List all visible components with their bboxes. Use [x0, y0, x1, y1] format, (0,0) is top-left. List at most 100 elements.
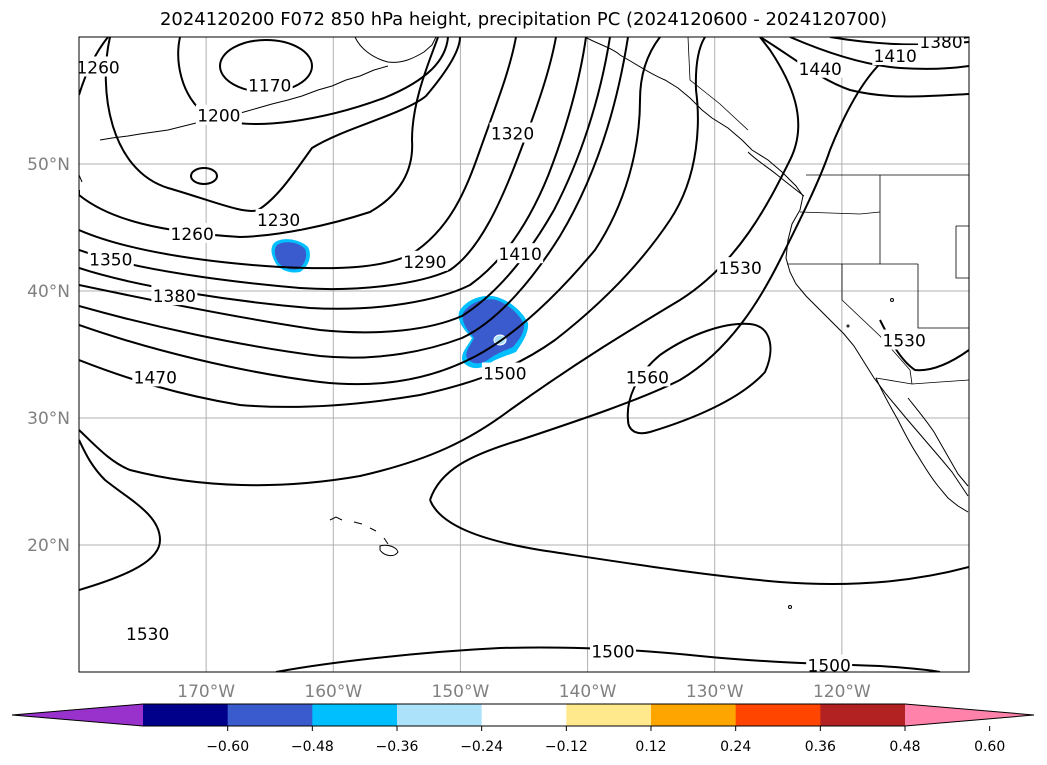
- contour-label-background: [79, 56, 122, 77]
- washington-oregon-border: [799, 211, 881, 215]
- contour-label: 1260: [76, 58, 119, 78]
- contour-1530-loop: [429, 499, 969, 586]
- contour-1500: [79, 37, 800, 487]
- contour-label-background: [806, 654, 853, 672]
- contour-label-background: [489, 122, 536, 143]
- lat-tick-label: 50°N: [27, 155, 70, 175]
- colorbar-segment: [820, 704, 906, 726]
- precip-patch-central-core: [462, 299, 525, 364]
- contour-label-background: [717, 257, 764, 278]
- colorbar-tick-label: 0.12: [635, 739, 666, 755]
- contour-label: 1530: [126, 625, 169, 645]
- lon-tick-label: 130°W: [686, 682, 744, 702]
- precipitation-shading: [271, 239, 529, 369]
- contour-label-background: [246, 74, 293, 95]
- map-panel: 1260 1170 1200 1230 1260 1350 1380 1290 1320 1410…: [27, 33, 970, 702]
- contour-1440-ne: [759, 37, 969, 98]
- contour-labels: 1260 1170 1200 1230 1260 1350 1380 1290 1320 1410…: [76, 33, 965, 672]
- colorbar-segment: [735, 704, 821, 726]
- contour-label-background: [169, 222, 216, 243]
- colorbar-tick-label: 0.36: [805, 739, 836, 755]
- north-america-coast: [584, 37, 969, 497]
- contour-label: 1410: [499, 245, 542, 265]
- lat-tick-label: 40°N: [27, 282, 70, 302]
- contour-label-background: [195, 104, 242, 125]
- aleutian-islands: [99, 65, 389, 141]
- contour-label: 1350: [89, 250, 132, 270]
- contour-label: 1440: [799, 60, 842, 80]
- nevada-utah-border: [917, 264, 969, 329]
- contour-1260: [79, 37, 439, 239]
- contour-label-background: [87, 248, 134, 269]
- precip-patch-west-core: [274, 242, 307, 270]
- small-island-2: [890, 298, 894, 302]
- contour-label: 1530: [719, 259, 762, 279]
- lat-tick-label: 20°N: [27, 536, 70, 556]
- contour-label: 1170: [248, 76, 291, 96]
- hawaiian-islands: [329, 516, 399, 557]
- colorbar-tick-label: −0.60: [206, 739, 249, 755]
- colorbar-segment: [481, 704, 567, 726]
- colorbar-outline: [11, 703, 1035, 727]
- contour-label: 1500: [591, 643, 634, 663]
- small-island: [788, 605, 792, 609]
- colorbar-segment: [651, 704, 737, 726]
- colorbar-tick-label: −0.36: [376, 739, 419, 755]
- lon-tick-label: 170°W: [177, 682, 235, 702]
- contour-label-background: [872, 45, 919, 66]
- colorbar-tick-label: −0.24: [460, 739, 503, 755]
- colorbar-tick-label: 0.24: [720, 739, 751, 755]
- contour-1500-south: [275, 646, 941, 672]
- contour-1380: [79, 37, 611, 334]
- alaska-coast: [354, 37, 437, 63]
- map-title: 2024120200 F072 850 hPa height, precipit…: [159, 9, 888, 30]
- contour-label: 1380: [919, 33, 962, 53]
- colorbar-segment: [397, 704, 483, 726]
- lon-tick-label: 160°W: [304, 682, 362, 702]
- contour-label-background: [481, 362, 528, 383]
- axis-tick-labels: 20°N 30°N 40°N 50°N 170°W 160°W 150°W 140°W 130°…: [27, 155, 871, 702]
- colorbar-segment: [312, 704, 398, 726]
- graticule: [79, 37, 969, 672]
- contour-label: 1470: [134, 368, 177, 388]
- alaska-canada-border: [687, 37, 749, 131]
- political-borders: [687, 37, 969, 385]
- contour-label-background: [497, 243, 544, 264]
- contour-1410: [79, 37, 629, 359]
- map-frame: [78, 36, 970, 673]
- lon-tick-label: 140°W: [559, 682, 617, 702]
- wyoming-border: [955, 225, 969, 279]
- contour-label: 1410: [874, 47, 917, 67]
- colorbar-extend-low: [12, 704, 143, 726]
- contour-1350: [79, 37, 587, 310]
- height-contours: [79, 37, 969, 672]
- lon-tick-label: 150°W: [432, 682, 490, 702]
- contour-label: 1230: [257, 211, 300, 231]
- contour-1230-island: [190, 167, 218, 185]
- colorbar-segment: [143, 704, 229, 726]
- colorbar: −0.60 −0.48 −0.36 −0.24 −0.12 0.12 0.24 0.36 0.4…: [11, 703, 1035, 755]
- contour-1530: [79, 439, 162, 591]
- contour-label: 1530: [883, 332, 926, 352]
- contour-label-background: [918, 37, 965, 52]
- us-mexico-border: [875, 377, 969, 385]
- small-island-3: [846, 324, 850, 328]
- colorbar-tick-label: −0.48: [291, 739, 334, 755]
- contour-1230: [104, 37, 461, 212]
- vancouver-island: [747, 151, 805, 197]
- contour-label-background: [124, 622, 171, 643]
- contour-label: 1290: [403, 253, 446, 273]
- contour-label: 1560: [626, 368, 669, 388]
- contour-1470: [79, 37, 706, 408]
- contour-label: 1380: [153, 287, 196, 307]
- contour-label-background: [797, 57, 844, 78]
- contour-label-background: [881, 329, 928, 350]
- contour-1560: [626, 322, 772, 435]
- colorbar-extend-high: [905, 704, 1034, 726]
- contour-label-background: [151, 285, 198, 306]
- contour-label-background: [401, 250, 448, 271]
- lat-tick-label: 30°N: [27, 409, 70, 429]
- baja-california-coast: [875, 377, 969, 513]
- colorbar-tick-label: −0.12: [545, 739, 588, 755]
